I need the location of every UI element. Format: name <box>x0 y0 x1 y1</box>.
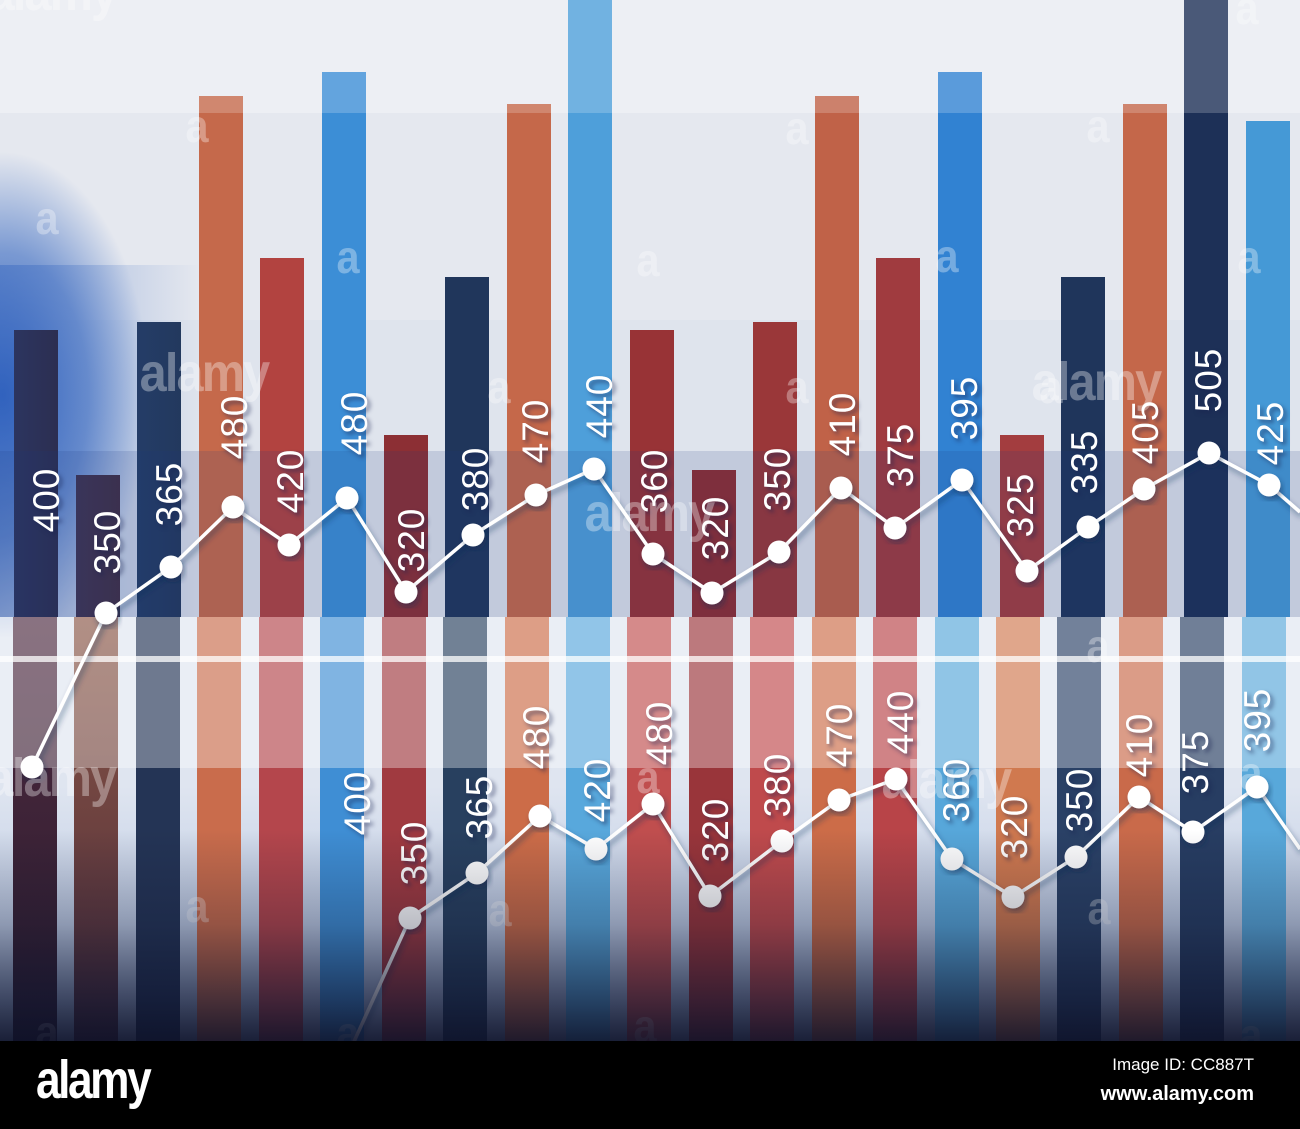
data-point-marker <box>641 542 665 566</box>
horizontal-white-line <box>0 656 1300 662</box>
data-point-marker <box>1197 441 1221 465</box>
alamy-footer: alamy Image ID: CC887T www.alamy.com <box>0 1041 1300 1129</box>
data-point-marker <box>277 533 301 557</box>
light-band-overlay <box>0 0 1300 113</box>
data-point-marker <box>394 580 418 604</box>
alamy-url: www.alamy.com <box>1100 1083 1254 1105</box>
data-point-marker <box>1132 477 1156 501</box>
data-point-marker <box>883 516 907 540</box>
data-point-marker <box>829 476 853 500</box>
data-point-marker <box>700 581 724 605</box>
data-point-marker <box>461 523 485 547</box>
data-point-marker <box>1245 775 1269 799</box>
data-point-marker <box>641 792 665 816</box>
data-point-marker <box>950 468 974 492</box>
data-point-marker <box>221 495 245 519</box>
data-point-marker <box>20 755 44 779</box>
data-point-marker <box>1015 559 1039 583</box>
data-point-marker <box>1076 515 1100 539</box>
data-point-marker <box>94 601 118 625</box>
dark-bottom-fade <box>0 830 1300 1041</box>
data-point-marker <box>1257 473 1281 497</box>
data-point-marker <box>335 486 359 510</box>
data-point-marker <box>1127 785 1151 809</box>
pastel-overlay-band <box>0 617 1300 768</box>
data-point-marker <box>524 483 548 507</box>
data-point-marker <box>884 767 908 791</box>
data-point-marker <box>767 540 791 564</box>
data-point-marker <box>159 555 183 579</box>
data-point-marker <box>827 788 851 812</box>
alamy-logo: alamy <box>36 1050 152 1110</box>
data-point-marker <box>582 457 606 481</box>
image-id-text: Image ID: CC887T <box>1112 1055 1254 1074</box>
data-point-marker <box>528 804 552 828</box>
trend-line <box>30 451 1300 768</box>
